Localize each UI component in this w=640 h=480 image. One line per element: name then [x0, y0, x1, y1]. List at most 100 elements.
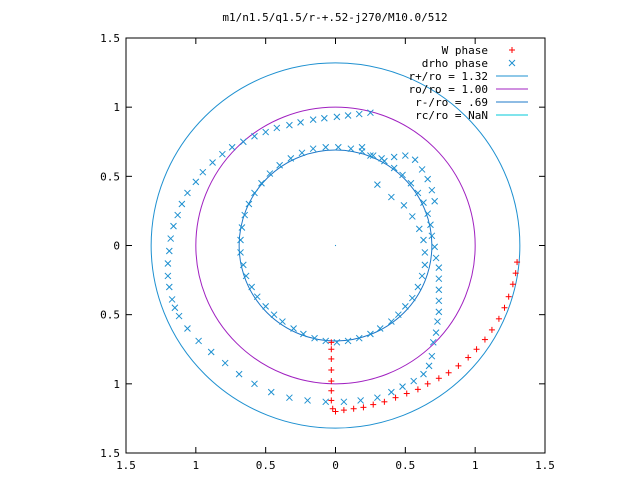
w-phase-point: [340, 407, 347, 414]
marker-stroke: [427, 221, 434, 229]
marker-stroke: [322, 398, 330, 406]
w-phase-point: [328, 355, 335, 362]
drho-phase-point: [344, 337, 352, 345]
drho-phase-point: [432, 329, 440, 337]
drho-phase-point: [401, 303, 409, 310]
w-phase-point: [328, 397, 335, 404]
marker-stroke: [333, 338, 341, 346]
drho-phase-point: [425, 362, 433, 370]
drho-phase-point: [258, 179, 265, 187]
marker-stroke: [431, 243, 439, 251]
drho-phase-point: [357, 397, 364, 404]
drho-phase-point: [418, 272, 426, 280]
reference-circle: [150, 62, 521, 429]
marker-stroke: [311, 334, 318, 342]
y-tick-label: 0: [113, 240, 120, 253]
drho-phase-point: [435, 286, 443, 294]
marker-stroke: [435, 275, 443, 283]
chart-title: m1/n1.5/q1.5/r-+.52-j270/M10.0/512: [222, 11, 447, 24]
marker-stroke: [418, 272, 426, 280]
drho-phase-point: [164, 260, 172, 267]
marker-stroke: [175, 312, 183, 320]
drho-phase-point: [367, 330, 374, 338]
marker-stroke: [414, 283, 422, 291]
drho-phase-point: [355, 334, 363, 342]
marker-stroke: [273, 124, 281, 132]
drho-phase-point: [431, 197, 439, 205]
drho-phase-point: [209, 159, 216, 166]
marker-stroke: [435, 264, 443, 271]
drho-phase-point: [428, 186, 436, 194]
marker-stroke: [376, 325, 384, 332]
drho-phase-point: [401, 152, 409, 159]
drho-phase-point: [428, 352, 436, 360]
y-tick-label: 1: [113, 101, 120, 114]
w-phase-point: [370, 401, 377, 408]
x-tick-label: 1: [193, 459, 200, 472]
drho-phase-point: [276, 161, 283, 169]
drho-phase-point: [322, 143, 330, 151]
marker-stroke: [333, 113, 341, 121]
marker-stroke: [286, 121, 293, 129]
drho-phase-point: [207, 348, 215, 356]
marker-stroke: [237, 249, 244, 256]
marker-stroke: [262, 128, 270, 136]
marker-stroke: [251, 132, 258, 140]
drho-phase-point: [287, 154, 295, 162]
drho-phase-point: [424, 175, 432, 183]
marker-stroke: [304, 397, 311, 404]
drho-phase-point: [414, 189, 422, 197]
marker-stroke: [164, 260, 172, 267]
marker-stroke: [358, 148, 366, 155]
marker-stroke: [171, 304, 179, 312]
w-phase-point: [328, 339, 335, 346]
drho-phase-point: [376, 325, 384, 332]
drho-phase-point: [414, 283, 422, 291]
w-phase-point: [360, 404, 367, 411]
w-phase-point: [392, 394, 399, 401]
marker-stroke: [394, 311, 402, 319]
drho-phase-series: [164, 109, 443, 406]
x-tick-label: 0.5: [395, 459, 415, 472]
marker-stroke: [388, 193, 395, 201]
marker-stroke: [168, 296, 176, 303]
drho-phase-point: [420, 236, 427, 244]
marker-stroke: [400, 202, 408, 209]
marker-stroke: [411, 156, 419, 164]
legend-label: W phase: [442, 44, 488, 57]
drho-phase-point: [184, 325, 191, 332]
marker-stroke: [286, 394, 293, 402]
drho-phase-point: [407, 179, 415, 187]
drho-phase-point: [184, 189, 191, 197]
drho-phase-point: [340, 398, 348, 406]
drho-phase-point: [262, 303, 270, 310]
marker-stroke: [266, 170, 274, 177]
drho-phase-point: [235, 370, 243, 378]
marker-stroke: [388, 388, 395, 396]
w-phase-point: [465, 354, 472, 361]
marker-stroke: [431, 197, 439, 205]
marker-stroke: [347, 145, 355, 153]
drho-phase-point: [369, 152, 377, 159]
marker-stroke: [421, 249, 429, 256]
w-phase-point: [501, 304, 508, 311]
drho-phase-point: [381, 157, 388, 165]
legend-label: drho phase: [422, 57, 488, 70]
y-tick-label: 1.5: [100, 32, 120, 45]
drho-phase-point: [333, 113, 341, 121]
marker-stroke: [167, 235, 175, 242]
drho-phase-point: [311, 334, 318, 342]
marker-stroke: [408, 294, 416, 302]
marker-stroke: [418, 166, 426, 173]
center-point: [334, 244, 337, 247]
marker-stroke: [401, 152, 409, 159]
marker-stroke: [374, 181, 381, 188]
legend-label: r+/ro = 1.32: [409, 70, 488, 83]
w-phase-point: [328, 346, 335, 353]
drho-phase-point: [262, 128, 270, 136]
drho-phase-point: [320, 114, 328, 122]
marker-stroke: [420, 370, 427, 378]
drho-phase-point: [390, 153, 398, 161]
legend-label: rc/ro = NaN: [415, 109, 488, 122]
